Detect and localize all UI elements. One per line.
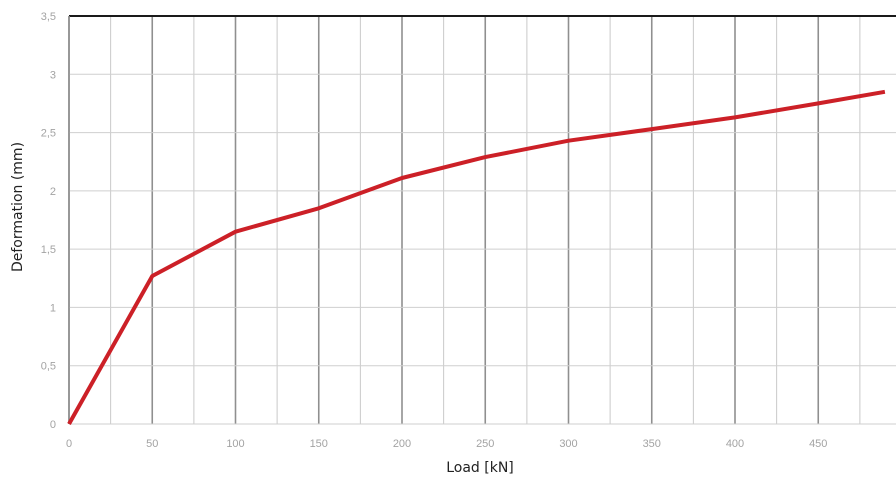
data-point (883, 90, 887, 94)
y-axis-title: Deformation (mm) (10, 142, 26, 272)
grid-lines (68, 15, 896, 425)
y-tick-label: 0 (50, 419, 56, 431)
x-tick-label: 150 (310, 438, 328, 450)
x-tick-label: 0 (66, 438, 72, 450)
x-axis-title: Load [kN] (446, 460, 514, 476)
y-tick-label: 0,5 (41, 361, 56, 373)
data-point (733, 115, 737, 119)
data-point (67, 422, 71, 426)
x-tick-labels: 0 50 100 150 200 250 300 350 400 450 (66, 438, 827, 450)
data-point (150, 274, 154, 278)
data-point (317, 206, 321, 210)
x-tick-label: 350 (643, 438, 661, 450)
data-point (816, 101, 820, 105)
x-tick-label: 450 (809, 438, 827, 450)
y-tick-label: 1 (50, 302, 56, 314)
x-tick-label: 300 (559, 438, 577, 450)
plot-frame (68, 15, 896, 425)
y-tick-label: 3,5 (41, 11, 56, 23)
x-tick-label: 400 (726, 438, 744, 450)
y-tick-label: 2,5 (41, 128, 56, 140)
data-point (234, 230, 238, 234)
x-tick-label: 50 (146, 438, 158, 450)
x-tick-label: 200 (393, 438, 411, 450)
data-point (650, 127, 654, 131)
series-line (67, 89, 886, 425)
y-tick-label: 1,5 (41, 244, 56, 256)
data-point (567, 139, 571, 143)
y-tick-label: 2 (50, 186, 56, 198)
data-point (400, 176, 404, 180)
y-tick-labels: 0 0,5 1 1,5 2 2,5 3 3,5 (41, 11, 56, 431)
data-point (483, 155, 487, 159)
y-tick-label: 3 (50, 69, 56, 81)
x-tick-label: 250 (476, 438, 494, 450)
series-layer (67, 89, 887, 426)
x-tick-label: 100 (226, 438, 244, 450)
